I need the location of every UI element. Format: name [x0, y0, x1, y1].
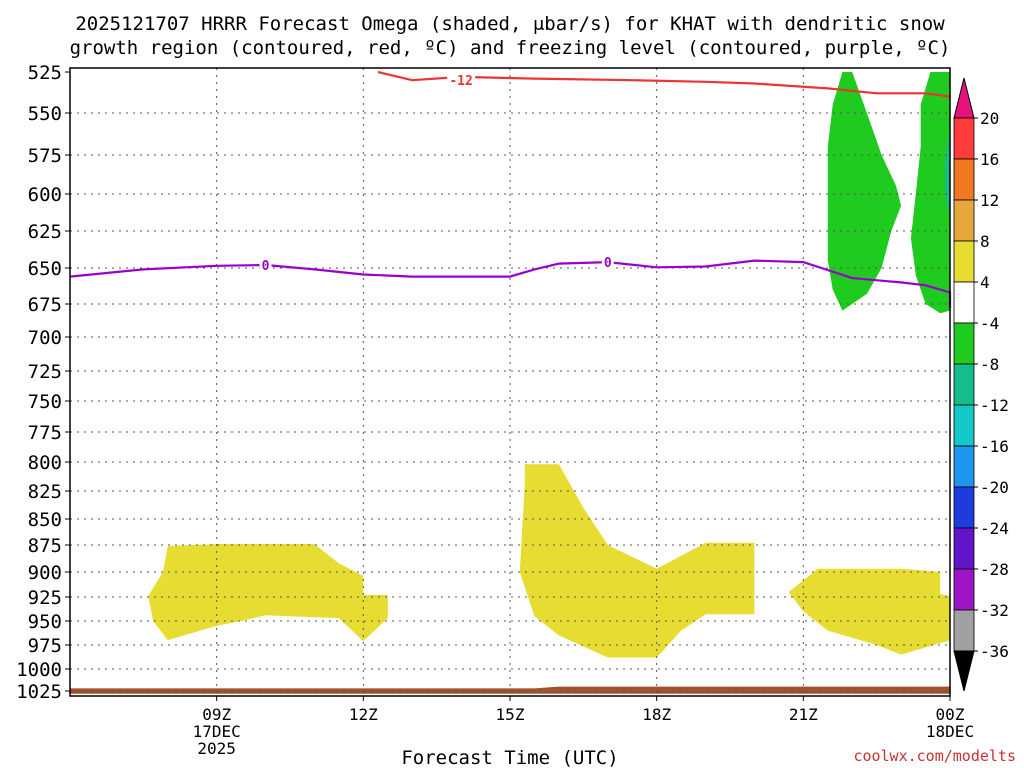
- shaded-regions: [70, 72, 950, 694]
- y-axis: 525 550 575 600 625 650 675 700 725 750 775 800 825 8…: [16, 62, 70, 703]
- colorbar-swatch: [953, 199, 975, 242]
- y-tick-label: 850: [28, 509, 62, 531]
- y-tick-label: 1025: [16, 681, 62, 703]
- colorbar-swatch: [953, 609, 975, 652]
- contour-label: -12: [449, 74, 472, 89]
- y-tick-label: 775: [28, 422, 62, 444]
- colorbar-label: -24: [980, 519, 1009, 538]
- chart-title-line1: 2025121707 HRRR Forecast Omega (shaded, …: [75, 13, 945, 35]
- shaded-region-3: [827, 72, 902, 311]
- y-tick-label: 650: [28, 258, 62, 280]
- colorbar-swatch: [953, 158, 975, 201]
- y-tick-label: 525: [28, 62, 62, 84]
- x-tick-label: 21Z: [789, 705, 818, 724]
- contour-label-bg: [447, 72, 476, 89]
- colorbar-swatch: [953, 281, 975, 324]
- y-tick-label: 925: [28, 587, 62, 609]
- y-tick-label: 575: [28, 145, 62, 167]
- colorbar-label: 8: [980, 232, 990, 251]
- contour-label-bg: [259, 257, 272, 274]
- x-axis-label: Forecast Time (UTC): [401, 747, 618, 768]
- colorbar-swatch: [953, 240, 975, 283]
- x-date-label: 18DEC: [926, 722, 974, 741]
- colorbar-swatch: [953, 117, 975, 160]
- contour-line-0: [377, 70, 951, 98]
- y-tick-label: 975: [28, 635, 62, 657]
- colorbar-label: -32: [980, 601, 1009, 620]
- credit-text: coolwx.com/modelts: [853, 747, 1016, 765]
- colorbar-label: 4: [980, 273, 990, 292]
- colorbar-bottom-arrow: [953, 650, 975, 692]
- shaded-region-4: [910, 72, 950, 314]
- colorbar-swatch: [953, 363, 975, 406]
- x-date-label: 17DEC: [193, 722, 241, 741]
- shaded-region-2: [788, 568, 950, 658]
- shaded-region-5: [945, 126, 950, 221]
- colorbar-label: -28: [980, 560, 1009, 579]
- y-tick-label: 675: [28, 294, 62, 316]
- y-tick-label: 900: [28, 562, 62, 584]
- x-tick-label: 12Z: [349, 705, 378, 724]
- colorbar-swatch: [953, 322, 975, 365]
- y-tick-label: 875: [28, 535, 62, 557]
- contours: -12 0 0: [69, 70, 952, 308]
- y-tick-label: 825: [28, 481, 62, 503]
- contour-label-bg: [601, 254, 614, 271]
- x-tick-label: 00Z: [936, 705, 965, 724]
- colorbar-label: -36: [980, 642, 1009, 661]
- colorbar-swatch: [953, 527, 975, 570]
- x-tick-label: 15Z: [496, 705, 525, 724]
- y-tick-label: 800: [28, 452, 62, 474]
- colorbar-swatch: [953, 404, 975, 447]
- colorbar-label: 16: [980, 150, 999, 169]
- colorbar-label: -16: [980, 437, 1009, 456]
- x-tick-label: 18Z: [642, 705, 671, 724]
- y-tick-label: 600: [28, 184, 62, 206]
- y-tick-label: 950: [28, 611, 62, 633]
- colorbar-swatch: [953, 486, 975, 529]
- x-date-label: 2025: [197, 739, 236, 758]
- y-tick-label: 550: [28, 103, 62, 125]
- y-tick-label: 750: [28, 391, 62, 413]
- y-tick-label: 725: [28, 361, 62, 383]
- shaded-region-1: [519, 464, 755, 658]
- chart-title-line2: growth region (contoured, red, ºC) and f…: [70, 37, 951, 59]
- y-tick-label: 625: [28, 221, 62, 243]
- colorbar-label: -20: [980, 478, 1009, 497]
- contour-line-1: [69, 259, 952, 308]
- colorbar-label: -12: [980, 396, 1009, 415]
- colorbar-swatch: [953, 445, 975, 488]
- colorbar-label: -4: [980, 314, 999, 333]
- x-tick-label: 09Z: [202, 705, 231, 724]
- colorbar-label: -8: [980, 355, 999, 374]
- shaded-region-6: [70, 686, 950, 694]
- y-tick-label: 1000: [16, 659, 62, 681]
- colorbar-label: 12: [980, 191, 999, 210]
- contour-label: 0: [262, 259, 270, 274]
- contour-label: 0: [604, 256, 612, 271]
- colorbar-swatch: [953, 568, 975, 611]
- y-tick-label: 700: [28, 327, 62, 349]
- colorbar-label: 20: [980, 109, 999, 128]
- colorbar-top-arrow: [953, 77, 975, 119]
- shaded-region-0: [148, 544, 388, 642]
- colorbar: 20 16 12 8 4 -4 -8 -12 -16 -20 -24 -28 -32 -36: [953, 77, 1009, 692]
